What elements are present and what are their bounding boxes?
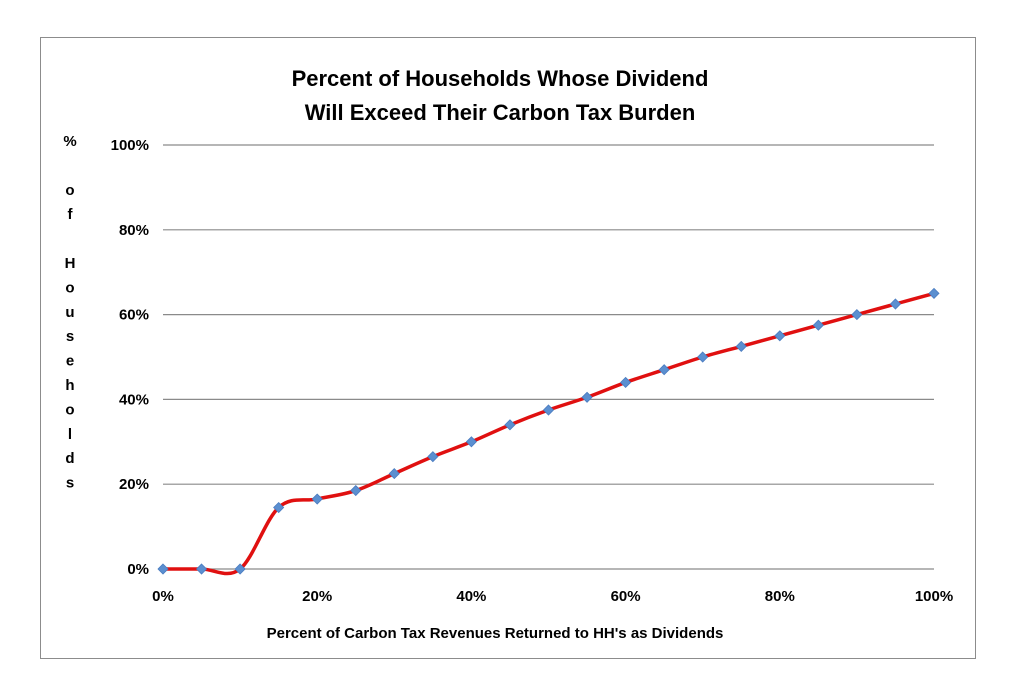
x-tick-label: 40% — [456, 588, 486, 605]
y-tick-label: 40% — [119, 391, 149, 408]
y-tick-label: 0% — [127, 561, 149, 578]
data-point-marker — [504, 419, 516, 431]
data-point-marker — [273, 501, 285, 514]
y-axis-label-char: o — [65, 182, 74, 199]
data-point-marker — [157, 563, 169, 575]
y-axis-label-char: % — [63, 133, 76, 150]
data-point-marker — [195, 563, 208, 575]
y-axis-label-char: l — [68, 426, 72, 443]
data-point-marker — [581, 391, 593, 403]
chart-title-line-2: Will Exceed Their Carbon Tax Burden — [305, 100, 696, 125]
data-point-marker — [465, 436, 477, 448]
y-axis-label-char: d — [65, 450, 74, 467]
y-axis-label-char: H — [65, 255, 76, 272]
data-point-marker — [928, 287, 940, 299]
y-tick-label: 80% — [119, 222, 149, 239]
x-tick-label: 20% — [302, 588, 332, 605]
series-markers — [157, 287, 940, 575]
chart-title-line-1: Percent of Households Whose Dividend — [292, 66, 709, 91]
chart-frame — [40, 37, 976, 659]
y-axis-label-char: f — [68, 206, 74, 223]
y-axis-label-char: e — [66, 353, 74, 370]
series-line-path — [163, 291, 935, 576]
y-axis-label-char: h — [65, 377, 74, 394]
gridlines — [163, 144, 934, 570]
y-axis-label-char: s — [66, 475, 74, 492]
data-point-marker — [774, 330, 786, 342]
data-point-marker — [542, 404, 555, 416]
y-axis-ticks: 0% 20% 40% 60% 80% 100% — [111, 137, 149, 578]
y-axis-label-char: u — [65, 304, 74, 321]
x-axis-label: Percent of Carbon Tax Revenues Returned … — [267, 625, 724, 642]
data-point-marker — [427, 451, 439, 463]
data-point-marker — [697, 351, 709, 363]
data-point-marker — [311, 493, 323, 505]
data-point-marker — [350, 484, 362, 497]
y-tick-label: 60% — [119, 307, 149, 324]
data-point-marker — [620, 376, 632, 389]
x-axis-ticks: 0% 20% 40% 60% 80% 100% — [152, 588, 953, 605]
y-tick-label: 100% — [111, 137, 149, 154]
data-point-marker — [851, 309, 863, 321]
x-tick-label: 80% — [765, 588, 795, 605]
x-tick-label: 0% — [152, 588, 174, 605]
y-axis-label-char: o — [65, 401, 74, 418]
chart-title: Percent of Households Whose Dividend Wil… — [292, 66, 709, 125]
y-axis-label-char: s — [66, 328, 74, 345]
data-point-marker — [735, 340, 747, 352]
series-line — [163, 291, 935, 576]
x-tick-label: 60% — [611, 588, 641, 605]
y-axis-label-char: o — [65, 279, 74, 296]
data-point-marker — [658, 364, 670, 376]
x-tick-label: 100% — [915, 588, 953, 605]
y-tick-label: 20% — [119, 476, 149, 493]
data-point-marker — [812, 319, 824, 331]
data-point-marker — [889, 298, 902, 310]
data-point-marker — [388, 468, 400, 480]
data-point-marker — [234, 563, 246, 575]
